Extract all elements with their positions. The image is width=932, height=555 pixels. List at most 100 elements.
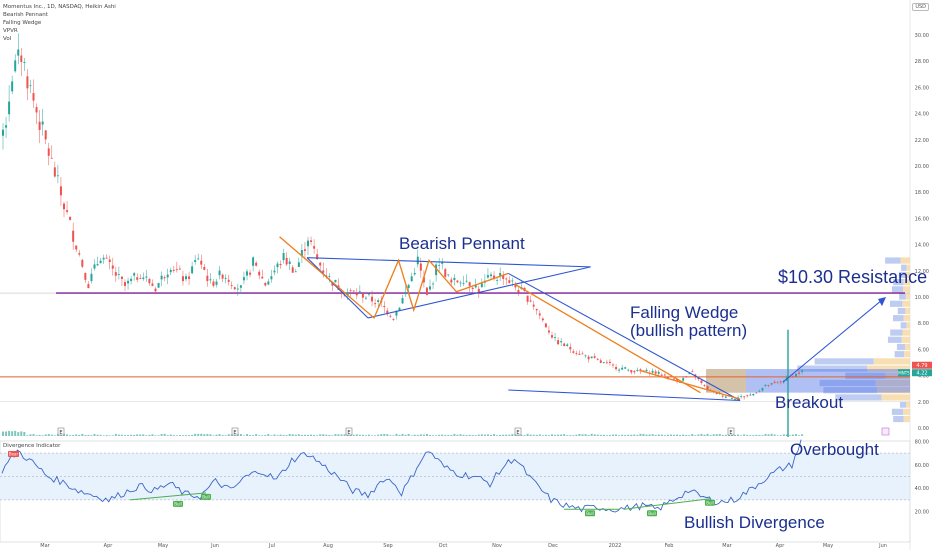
candle-body [328, 276, 331, 277]
currency-badge[interactable]: USD [912, 3, 929, 11]
volume-bar [300, 434, 303, 436]
volume-bar [206, 433, 209, 436]
earnings-marker: E [347, 430, 350, 436]
volume-profile-bar-up [887, 336, 902, 343]
volume-bar [200, 433, 203, 436]
volume-bar [307, 434, 309, 436]
volume-bar [636, 434, 639, 436]
volume-bar [108, 435, 111, 436]
candle-body [276, 263, 279, 268]
volume-bar [11, 431, 14, 436]
volume-bar [273, 434, 276, 436]
volume-bar [194, 433, 197, 436]
candle-body [322, 270, 325, 273]
candle-body [395, 310, 398, 316]
pennant-zigzag [279, 236, 509, 320]
oscillator-line [1, 439, 802, 513]
volume-bar [364, 435, 367, 436]
candle-body [407, 284, 410, 289]
candle-body [584, 355, 587, 357]
volume-bar [185, 435, 187, 436]
candle-body [166, 274, 169, 278]
bull-label: Bull [648, 511, 656, 516]
volume-bar [669, 434, 672, 436]
price-tag-upper: 4.79 [916, 363, 927, 369]
volume-bar [483, 434, 486, 436]
legend-bearish-pennant[interactable]: Bearish Pennant [3, 12, 48, 18]
time-tick-label: Jun [210, 543, 219, 549]
volume-bar [413, 434, 416, 436]
candle-body [102, 257, 105, 260]
candle-body [93, 264, 96, 269]
candle-body [224, 278, 227, 280]
volume-profile-bar-down [905, 343, 910, 351]
volume-bar [608, 434, 611, 436]
volume-bar [328, 434, 331, 436]
volume-bar [255, 434, 258, 436]
volume-bar [50, 434, 53, 436]
volume-bar [441, 434, 444, 436]
volume-bar [282, 434, 285, 436]
volume-bar [432, 435, 435, 436]
volume-bar [90, 435, 93, 436]
volume-bar [447, 434, 450, 436]
candle-body [53, 167, 56, 177]
time-tick-label: Nov [492, 543, 502, 549]
volume-profile-bar-down [877, 387, 910, 394]
resistance-label: $10.30 Resistance [778, 267, 928, 287]
volume-bar [352, 434, 355, 436]
volume-profile-bar-up [900, 322, 907, 329]
volume-bar [99, 434, 102, 436]
volume-bar [120, 434, 123, 436]
legend-vpvr[interactable]: VPVR [3, 28, 18, 34]
falling-wedge [508, 272, 741, 402]
candle-body [496, 279, 499, 281]
volume-bar [474, 435, 477, 436]
volume-bar [142, 434, 145, 436]
volume-bar [154, 435, 157, 436]
price-tick-label: 26.00 [915, 85, 929, 91]
candle-body [398, 307, 401, 311]
volume-bar [520, 434, 523, 436]
legend-falling-wedge[interactable]: Falling Wedge [3, 20, 42, 26]
bull-label-bg [173, 500, 183, 507]
volume-profile-bar-down [873, 358, 910, 365]
volume-bar [511, 434, 514, 436]
volume-profile-bar-up [896, 343, 906, 351]
candle-body [462, 282, 465, 284]
candle-body [72, 230, 75, 242]
candle-body [38, 121, 41, 130]
volume-profile-bar-down [903, 408, 910, 415]
candle-body [194, 260, 197, 262]
candle-body [358, 291, 361, 293]
volume-bar [538, 434, 541, 436]
candle-body [99, 260, 102, 264]
time-tick-label: Dec [548, 543, 558, 549]
volume-bar [572, 435, 575, 436]
time-tick-label: Sep [383, 543, 392, 549]
oscillator-tick-label: 80.00 [915, 439, 929, 445]
candle-body [17, 49, 20, 56]
candle-body [700, 380, 703, 383]
volume-bar [325, 434, 328, 436]
volume-bar [523, 435, 526, 436]
candle-body [535, 308, 538, 311]
candle-body [471, 287, 474, 290]
wedge-lower-line [508, 389, 741, 402]
volume-bar [310, 434, 313, 436]
volume-bar [429, 434, 431, 436]
candle-body [227, 279, 230, 282]
volume-bar [395, 433, 398, 436]
candle-body [776, 381, 779, 383]
candle-body [139, 278, 142, 279]
candle-body [172, 269, 175, 271]
volume-profile-bar-down [867, 365, 910, 372]
earnings-marker-box [57, 427, 65, 436]
candle-body [319, 262, 322, 266]
candle-body [41, 121, 44, 125]
volume-bar [111, 435, 114, 436]
legend-volume[interactable]: Vol [3, 36, 12, 42]
volume-bar [648, 434, 651, 436]
